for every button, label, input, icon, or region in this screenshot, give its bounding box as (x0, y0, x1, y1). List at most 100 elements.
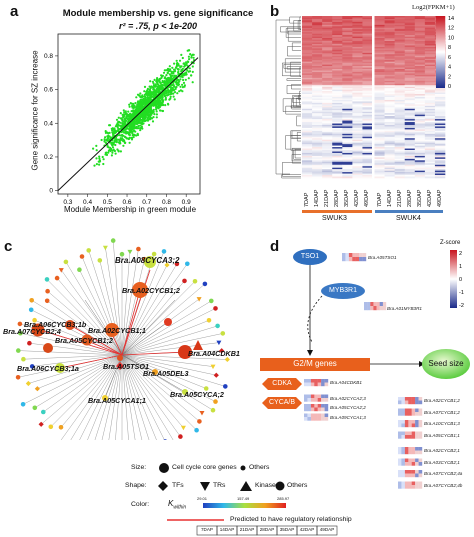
minimap-cell (324, 407, 329, 412)
scatter-point (149, 114, 152, 118)
scatter-point (121, 113, 124, 116)
minimap-cell (398, 408, 402, 413)
panel-a-title: Module membership vs. gene significance (62, 8, 254, 19)
minimap-cell (401, 435, 405, 439)
minimap-cell (398, 473, 402, 478)
scatter-point (184, 61, 188, 64)
scatter-point (148, 88, 151, 91)
minimap-cell (408, 423, 412, 428)
minimap-cell (324, 398, 329, 402)
minimap-cell (376, 306, 380, 311)
minimap-cell (362, 257, 367, 262)
minimap-cell (321, 394, 325, 399)
minimap-cell (304, 398, 308, 402)
scatter-point (142, 97, 145, 100)
scatter-point (100, 138, 103, 142)
minimap-cell (321, 417, 325, 421)
scatter-point (102, 162, 105, 166)
minimap-cell (408, 412, 412, 416)
scatter-point (172, 72, 175, 75)
scatter-point (181, 83, 184, 86)
minimap-cell (401, 408, 405, 413)
cyca-label: CYCA/B (268, 399, 296, 406)
scatter-point (139, 129, 142, 132)
scatter-point (188, 67, 191, 70)
minimap-cell (418, 435, 423, 439)
scatter-point (143, 90, 146, 93)
minimap-cell (404, 485, 409, 489)
minimap-cell (415, 447, 419, 451)
minimap-cell (376, 302, 380, 307)
scatter-point (119, 112, 122, 115)
minimap-cell (345, 253, 349, 258)
minimap-cell (401, 400, 405, 405)
scatter-point (161, 96, 164, 99)
minimap-cell (401, 447, 405, 451)
scatter-point (104, 130, 107, 133)
scatter-point (151, 86, 154, 89)
minimap-cell (418, 397, 423, 401)
minimap-cell (314, 413, 318, 418)
minimap-cell (367, 302, 371, 307)
minimap-cell (415, 450, 419, 455)
minimap-cell (321, 413, 325, 418)
minimap-cell (398, 412, 402, 416)
scatter-point (134, 102, 137, 105)
scatter-point (155, 116, 158, 119)
minimap-cell (324, 417, 329, 421)
minimap-cell (342, 257, 346, 262)
scatter-point (107, 149, 110, 152)
scatter-point (95, 149, 98, 152)
minimap-cell (398, 462, 402, 466)
scatter-point (95, 163, 98, 166)
minimap-cell (408, 431, 412, 436)
minimap-cell (324, 404, 329, 408)
myb3r1-label: MYB3R1 (328, 287, 357, 294)
minimap-cell (401, 412, 405, 416)
scatter-point (178, 59, 182, 62)
scatter-point (179, 85, 182, 88)
tso1-label: TSO1 (300, 253, 320, 260)
minimap-cell (401, 458, 405, 463)
scatter-point (125, 132, 128, 135)
minimap-cell (398, 431, 402, 436)
scatter-point (180, 65, 183, 68)
scatter-points (92, 49, 196, 167)
scatter-point (184, 63, 188, 66)
minimap-cell (401, 462, 405, 466)
scatter-point (168, 98, 171, 101)
scatter-point (181, 69, 184, 72)
scatter-point (178, 90, 181, 93)
minimap-cell (314, 407, 318, 412)
minimap-cell (408, 462, 412, 466)
minimap-cell (324, 394, 329, 399)
minimap-cell (404, 481, 409, 486)
minimap-cell (411, 423, 416, 428)
minimap-cell (304, 417, 308, 421)
scatter-point (179, 89, 182, 92)
minimap-cell (411, 473, 416, 478)
scatter-point (139, 92, 142, 95)
scatter-point (103, 138, 106, 141)
minimap-cell (404, 420, 409, 424)
scatter-point (119, 150, 122, 153)
minimap-cell (398, 485, 402, 489)
scatter-point (131, 115, 134, 118)
minimap-cell (415, 485, 419, 489)
minimap-cell (411, 397, 416, 401)
diagram-gene-label: Bra.A02CYCB2;1 (424, 448, 460, 453)
scatter-point (143, 95, 146, 98)
scatter-point (152, 108, 155, 111)
minimap-cell (404, 412, 409, 416)
scatter-point (187, 55, 190, 58)
diagram-gene-label: Bra.A05CYCA2;2 (330, 405, 366, 410)
minimap-cell (418, 485, 423, 489)
scatter-point (155, 108, 158, 111)
scatter-point (98, 157, 101, 160)
minimap-cell (408, 397, 412, 401)
zscore-colorbar-ticks: 2 1 0 -1 -2 (459, 251, 464, 309)
minimap-cell (314, 404, 318, 408)
minimap-cell (408, 470, 412, 474)
scatter-point (115, 118, 119, 121)
minimap-cell (321, 382, 325, 387)
